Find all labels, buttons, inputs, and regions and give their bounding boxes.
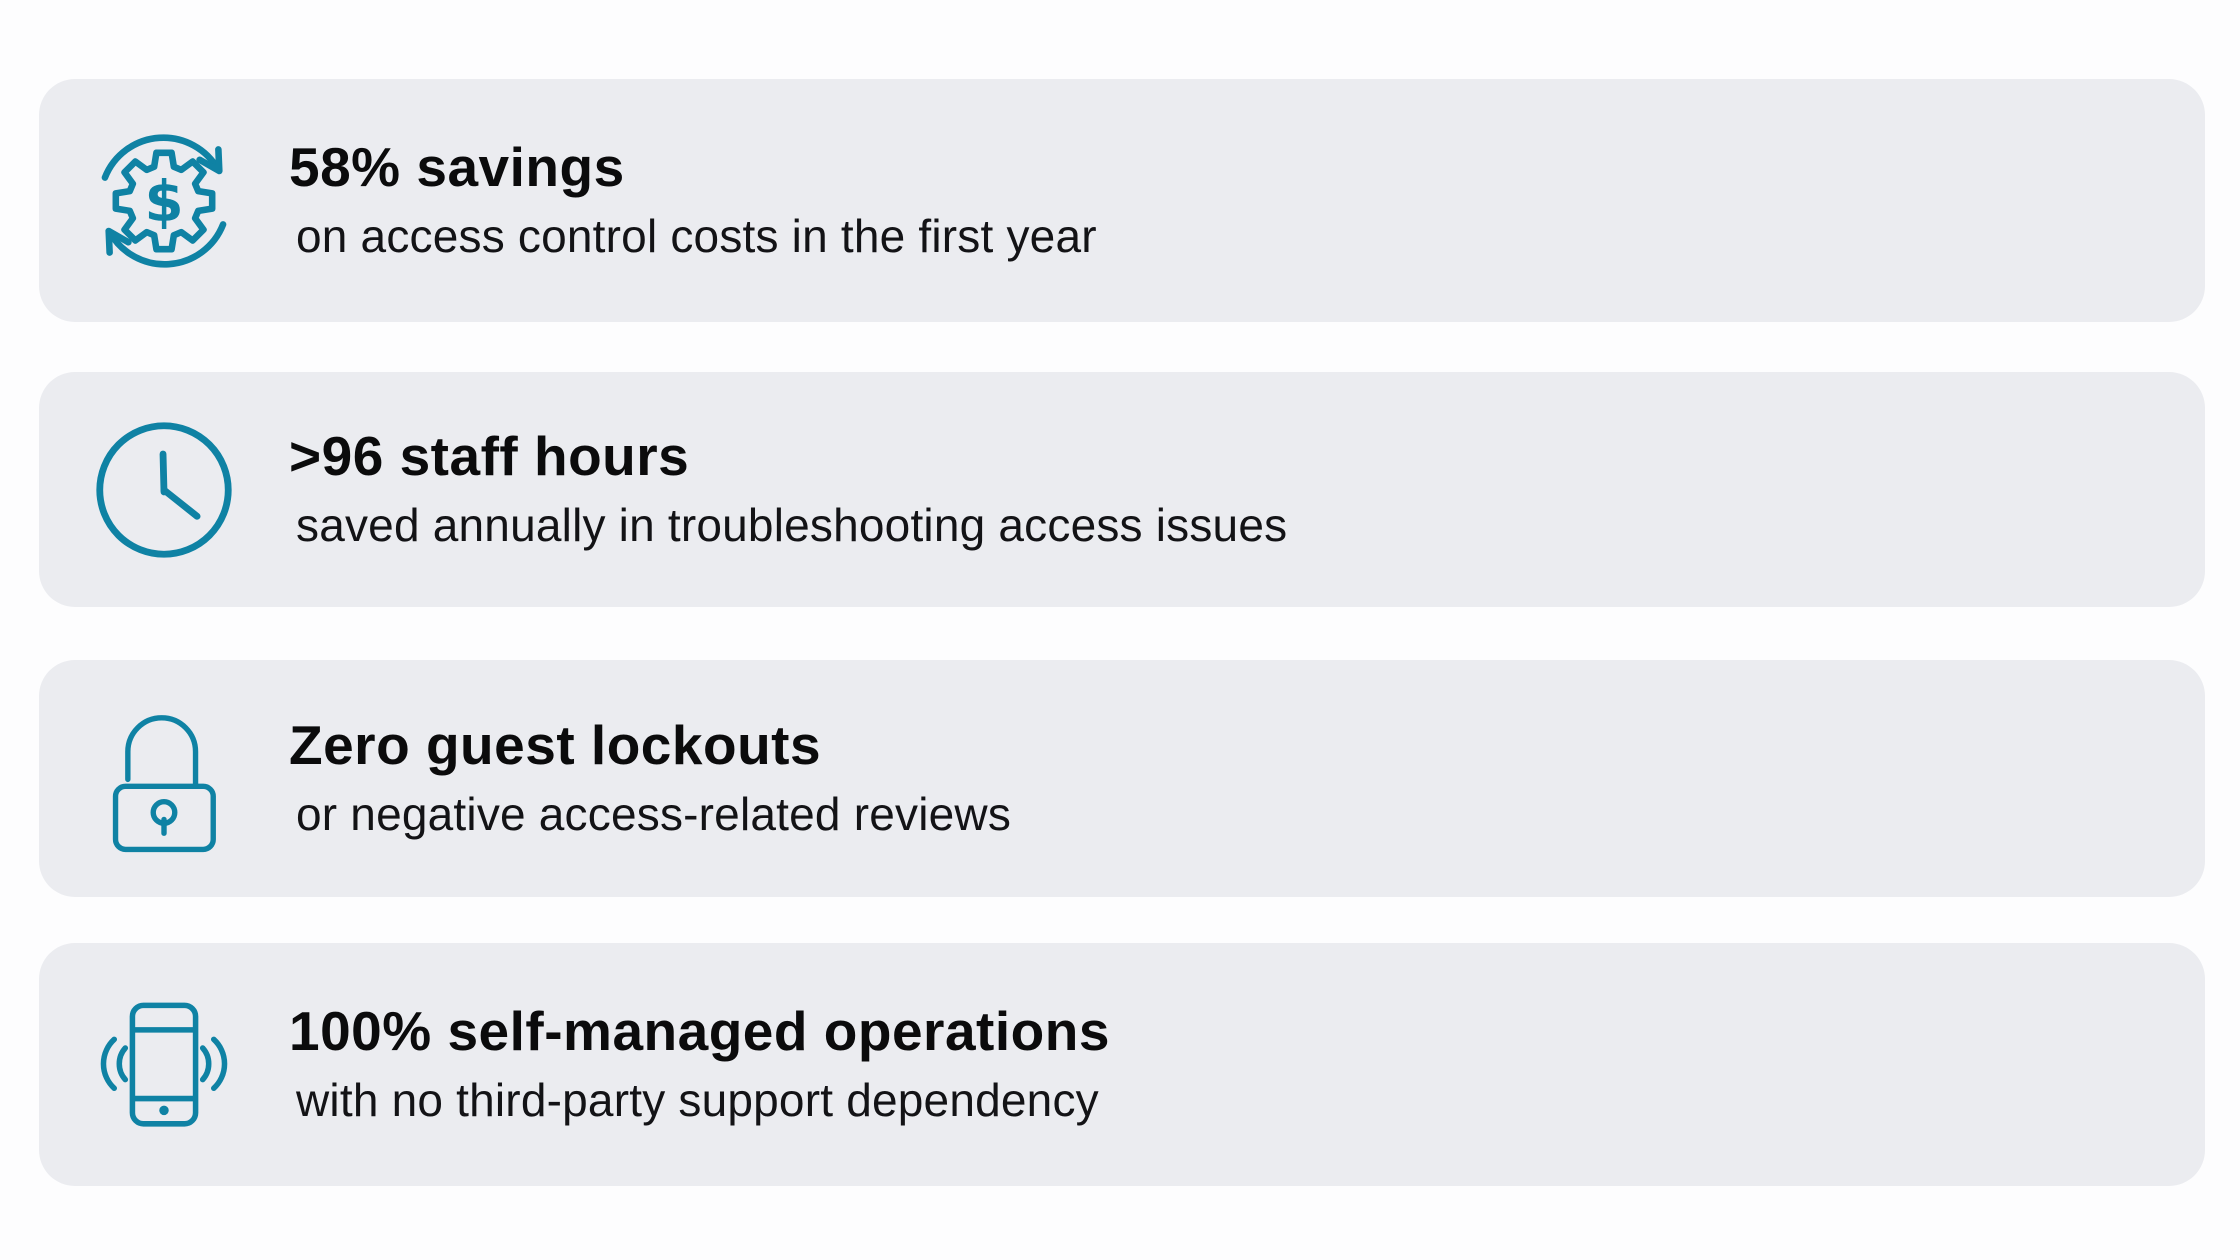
stat-card-savings: $ 58% savings on access control costs in… bbox=[39, 79, 2205, 322]
clock-icon bbox=[89, 372, 239, 607]
stat-subtitle: with no third-party support dependency bbox=[296, 1074, 1099, 1127]
stat-text-block: >96 staff hours saved annually in troubl… bbox=[289, 423, 1287, 556]
stat-title: >96 staff hours bbox=[289, 425, 690, 488]
stat-card-guest-lockouts: Zero guest lockouts or negative access-r… bbox=[39, 660, 2205, 897]
stat-title: Zero guest lockouts bbox=[289, 714, 822, 777]
svg-text:$: $ bbox=[144, 169, 183, 234]
stat-title: 100% self-managed operations bbox=[289, 1000, 1110, 1063]
stat-text-block: 58% savings on access control costs in t… bbox=[289, 134, 1097, 267]
stat-subtitle: or negative access-related reviews bbox=[296, 788, 1012, 841]
stat-card-stack: $ 58% savings on access control costs in… bbox=[39, 79, 2205, 1186]
stat-subtitle: on access control costs in the first yea… bbox=[296, 210, 1097, 263]
stat-title: 58% savings bbox=[289, 136, 625, 199]
vibrating-smartphone-icon bbox=[89, 943, 239, 1186]
stat-text-block: Zero guest lockouts or negative access-r… bbox=[289, 712, 1011, 845]
stat-card-self-managed: 100% self-managed operations with no thi… bbox=[39, 943, 2205, 1186]
stat-text-block: 100% self-managed operations with no thi… bbox=[289, 998, 1110, 1131]
dollar-gear-sync-icon: $ bbox=[89, 79, 239, 322]
unlocked-padlock-icon bbox=[89, 660, 239, 897]
stat-subtitle: saved annually in troubleshooting access… bbox=[296, 499, 1288, 552]
stat-card-staff-hours: >96 staff hours saved annually in troubl… bbox=[39, 372, 2205, 607]
